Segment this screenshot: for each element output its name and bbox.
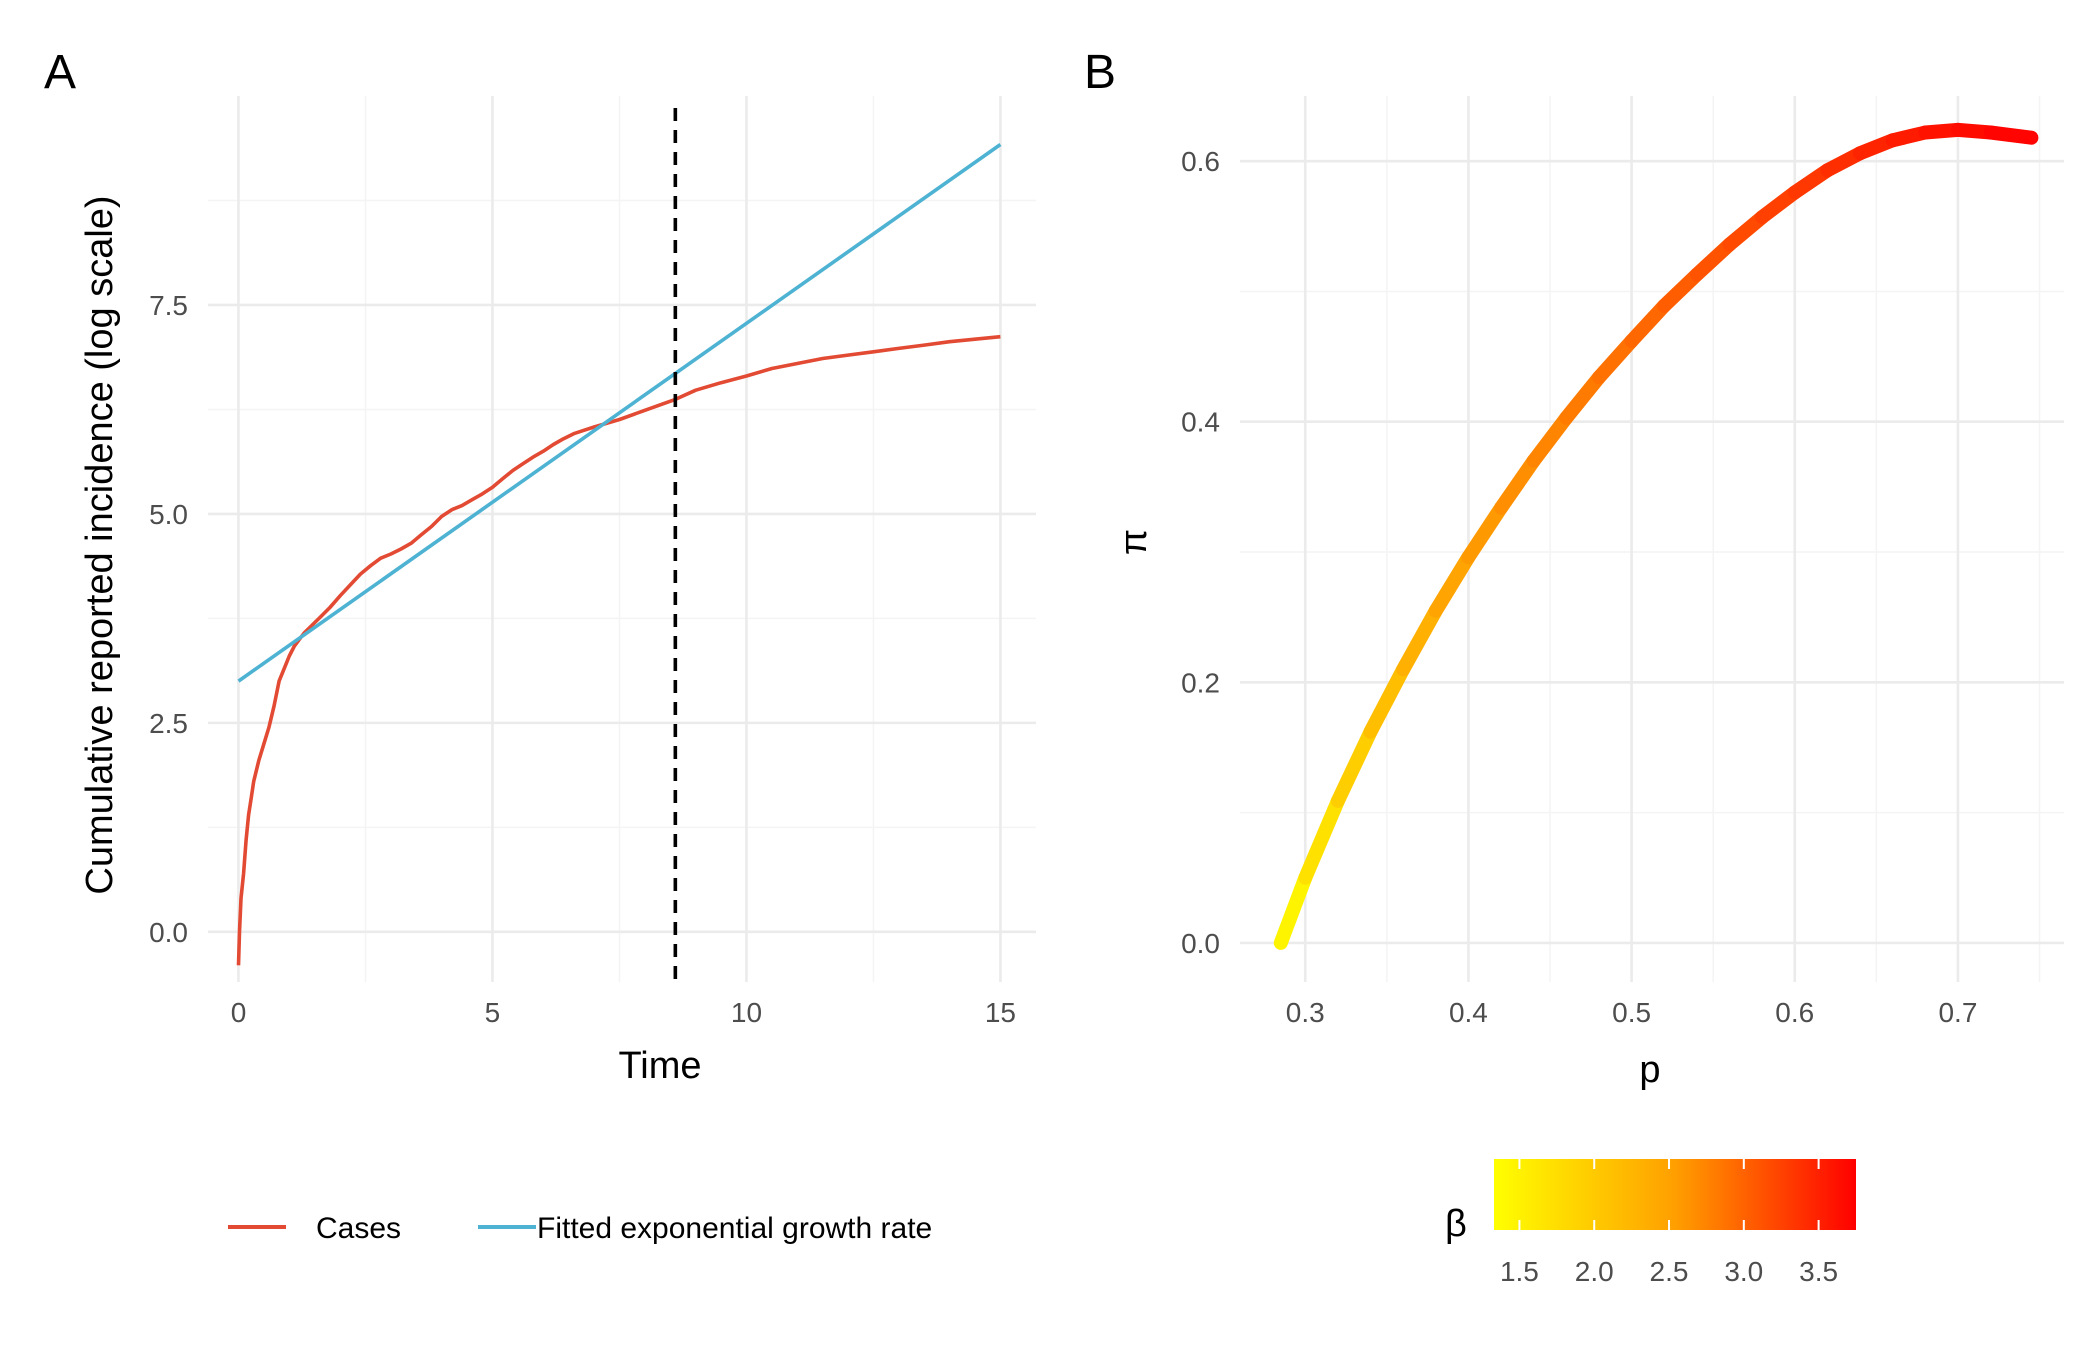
pi-curve-segment (1559, 370, 1606, 425)
panel-b: B 0.0 0.2 0.4 0.6 0.3 0.4 0.5 0.6 0.7 p π (1084, 46, 2064, 1091)
panel-a-grid (208, 96, 1036, 982)
colorbar: β 1.5 2.0 2.5 3.0 3.5 (1445, 1159, 1856, 1287)
panel-a-x-axis-title: Time (618, 1045, 701, 1087)
panel-a-x-tick-label: 10 (731, 997, 762, 1028)
colorbar-title: β (1445, 1203, 1467, 1245)
legend-label-fitted: Fitted exponential growth rate (537, 1212, 932, 1245)
panel-b-x-tick-label: 0.6 (1775, 997, 1814, 1028)
pi-curve-segment (1396, 603, 1443, 677)
panel-b-label: B (1084, 46, 1116, 99)
panel-b-y-tick-label: 0.6 (1181, 146, 1220, 177)
pi-curve-segment (1689, 237, 1737, 282)
panel-b-data (1273, 122, 2039, 950)
panel-b-ticks: 0.0 0.2 0.4 0.6 0.3 0.4 0.5 0.6 0.7 (1181, 146, 1977, 1028)
colorbar-tick-label: 2.5 (1650, 1256, 1689, 1287)
colorbar-tick-label: 1.5 (1500, 1256, 1539, 1287)
panel-b-x-tick-label: 0.7 (1938, 997, 1977, 1028)
pi-curve-segment (1657, 267, 1704, 313)
panel-b-y-tick-label: 0.2 (1181, 667, 1220, 698)
panel-a: A 0.0 2.5 5.0 7.5 0 5 10 15 Time Cumulative rep… (44, 46, 1036, 1087)
colorbar-gradient (1494, 1159, 1856, 1230)
pi-curve-segment (1428, 550, 1476, 618)
panel-b-x-tick-label: 0.3 (1286, 997, 1325, 1028)
fitted-growth-line (237, 143, 1002, 683)
panel-a-x-tick-label: 0 (231, 997, 247, 1028)
panel-b-x-tick-label: 0.5 (1612, 997, 1651, 1028)
panel-a-data (236, 108, 1002, 982)
panel-a-x-tick-label: 15 (985, 997, 1016, 1028)
pi-curve-segment (1330, 724, 1378, 808)
pi-curve-segment (1722, 210, 1770, 252)
pi-curve-segment (1461, 500, 1509, 565)
panel-a-y-tick-label: 2.5 (149, 708, 188, 739)
panel-b-y-tick-label: 0.0 (1181, 928, 1220, 959)
panel-b-x-axis-title: p (1639, 1049, 1660, 1091)
panel-b-x-tick-label: 0.4 (1449, 997, 1488, 1028)
pi-curve-segment (1526, 410, 1574, 468)
panel-b-grid (1240, 96, 2064, 982)
panel-b-y-tick-label: 0.4 (1181, 407, 1220, 438)
panel-a-x-tick-label: 5 (485, 997, 501, 1028)
pi-curve-segment (1494, 453, 1541, 515)
legend-label-cases: Cases (316, 1212, 401, 1245)
colorbar-ticks: 1.5 2.0 2.5 3.0 3.5 (1500, 1159, 1838, 1287)
colorbar-tick-label: 3.5 (1799, 1256, 1838, 1287)
pi-curve-segment (1624, 298, 1672, 348)
panel-a-y-tick-label: 0.0 (149, 917, 188, 948)
colorbar-tick-label: 3.0 (1724, 1256, 1763, 1287)
pi-curve-segment (1983, 125, 2039, 145)
panel-b-y-axis-title: π (1113, 529, 1155, 555)
pi-curve-segment (1363, 662, 1411, 739)
pi-curve-segment (1592, 334, 1639, 385)
panel-a-label: A (44, 46, 76, 99)
panel-a-y-axis-title: Cumulative reported incidence (log scale… (79, 195, 121, 894)
panel-a-y-tick-label: 5.0 (149, 499, 188, 530)
colorbar-tick-label: 2.0 (1575, 1256, 1614, 1287)
panel-a-legend: Cases Fitted exponential growth rate (228, 1212, 932, 1245)
panel-a-y-tick-label: 7.5 (149, 290, 188, 321)
cases-line (236, 334, 1001, 966)
pi-curve-segment (1273, 870, 1313, 950)
panel-a-ticks: 0.0 2.5 5.0 7.5 0 5 10 15 (149, 290, 1016, 1028)
pi-curve-segment (1298, 793, 1345, 885)
